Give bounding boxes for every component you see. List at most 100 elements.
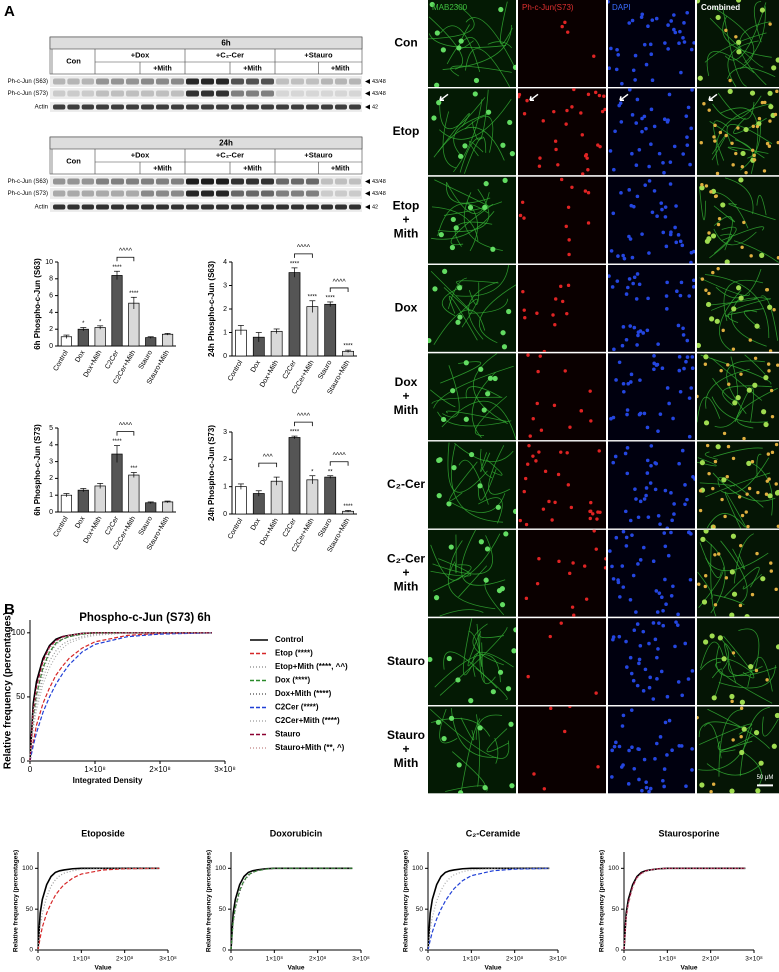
dapi-nucleus	[626, 381, 631, 386]
dapi-nucleus	[669, 19, 673, 23]
x-tick-label: 3×10⁸	[549, 956, 567, 963]
dapi-nucleus	[622, 389, 626, 394]
nucleus-stain	[597, 449, 601, 453]
nucleus-stain	[536, 369, 540, 374]
series-line	[427, 867, 550, 951]
micrograph-bg	[518, 176, 606, 264]
bar	[77, 328, 89, 347]
nucleus-stain	[591, 512, 595, 516]
cell-body	[482, 785, 488, 791]
blot-band	[349, 178, 361, 185]
micrograph-bg	[518, 529, 606, 617]
micrograph-bg	[697, 441, 779, 529]
dapi-nucleus	[609, 249, 614, 253]
x-tick-label: Dox	[74, 515, 87, 530]
nucleus-stain	[713, 553, 717, 557]
neurite	[453, 99, 483, 173]
blot-band	[96, 204, 109, 210]
blot-band	[67, 204, 80, 210]
micrograph	[697, 441, 779, 529]
neurite	[724, 643, 737, 684]
cell-body	[767, 493, 773, 499]
dapi-nucleus	[672, 144, 677, 149]
neurite	[718, 665, 776, 689]
x-tick-label: C2Cer	[282, 517, 299, 539]
dapi-nucleus	[676, 233, 681, 237]
dapi-nucleus	[653, 757, 657, 761]
blot-band	[276, 190, 289, 197]
blot-band	[335, 90, 347, 97]
blot-column: Con	[66, 156, 81, 165]
cell-body	[724, 259, 730, 264]
nucleus-stain	[554, 147, 558, 152]
neurite	[715, 661, 773, 704]
blot-band	[126, 104, 139, 110]
neurite	[719, 289, 742, 352]
nucleus-stain	[767, 369, 771, 373]
dapi-nucleus	[637, 412, 642, 417]
dapi-nucleus	[630, 255, 635, 260]
nucleus-stain	[723, 514, 727, 519]
dapi-nucleus	[635, 194, 640, 199]
cell-body	[434, 30, 440, 36]
neurite	[468, 282, 480, 305]
nucleus-stain	[724, 28, 728, 33]
dapi-nucleus	[685, 143, 690, 147]
nucleus-stain	[744, 170, 748, 175]
cell-body	[468, 698, 474, 704]
cell-body	[490, 689, 496, 695]
nucleus-stain	[765, 479, 769, 483]
blot-band	[67, 190, 80, 197]
dapi-nucleus	[643, 183, 648, 187]
blot-band	[141, 90, 154, 97]
blot-band	[126, 204, 139, 210]
neurite	[725, 308, 764, 317]
dapi-nucleus	[686, 677, 691, 681]
dapi-nucleus	[620, 724, 625, 728]
cell-body	[473, 77, 480, 84]
nucleus-stain	[518, 94, 521, 99]
blot-band	[201, 90, 214, 97]
cell-body	[703, 354, 709, 360]
nucleus-stain	[698, 489, 703, 493]
blot-band	[126, 78, 139, 85]
x-tick-label: 2×10⁸	[149, 765, 170, 774]
dapi-nucleus	[690, 366, 695, 371]
dapi-nucleus	[658, 735, 663, 739]
blot-band	[53, 204, 66, 210]
neurite	[699, 482, 735, 487]
blot-time: 24h	[219, 139, 233, 148]
nucleus-stain	[738, 603, 743, 608]
dapi-nucleus	[632, 628, 637, 632]
chart-title: C₂-Ceramide	[466, 828, 521, 838]
blot-band	[306, 90, 319, 97]
nucleus-stain	[547, 499, 551, 504]
dapi-nucleus	[625, 665, 629, 669]
micrograph: Ph-c-Jun(S73)	[518, 0, 606, 87]
nucleus-stain	[589, 500, 593, 505]
dapi-nucleus	[621, 585, 626, 589]
blot-row-label: Ph-c-Jun (S73)	[8, 191, 48, 197]
cell-body	[501, 344, 508, 350]
micrograph-row-label: Stauro	[387, 728, 425, 742]
dapi-nucleus	[612, 744, 617, 749]
dapi-nucleus	[670, 748, 674, 753]
blot-band	[53, 90, 66, 97]
cell-body	[717, 635, 723, 641]
micrograph-row-label: C₂-Cer	[387, 477, 425, 491]
micrograph-bg	[518, 618, 606, 706]
micrograph	[518, 88, 606, 176]
nucleus-stain	[750, 592, 755, 597]
micrograph	[518, 706, 606, 794]
dapi-nucleus	[634, 163, 639, 167]
blot-band	[276, 90, 289, 97]
neurite	[449, 461, 478, 502]
x-axis-title: Value	[681, 965, 698, 972]
significance-label: ****	[112, 265, 122, 271]
y-tick-label: 50	[416, 906, 424, 913]
neurite	[450, 65, 512, 77]
nucleus-stain	[595, 517, 599, 521]
micrograph	[518, 441, 606, 529]
cell-body	[699, 782, 705, 788]
x-tick-label: 2×10⁸	[506, 956, 524, 963]
